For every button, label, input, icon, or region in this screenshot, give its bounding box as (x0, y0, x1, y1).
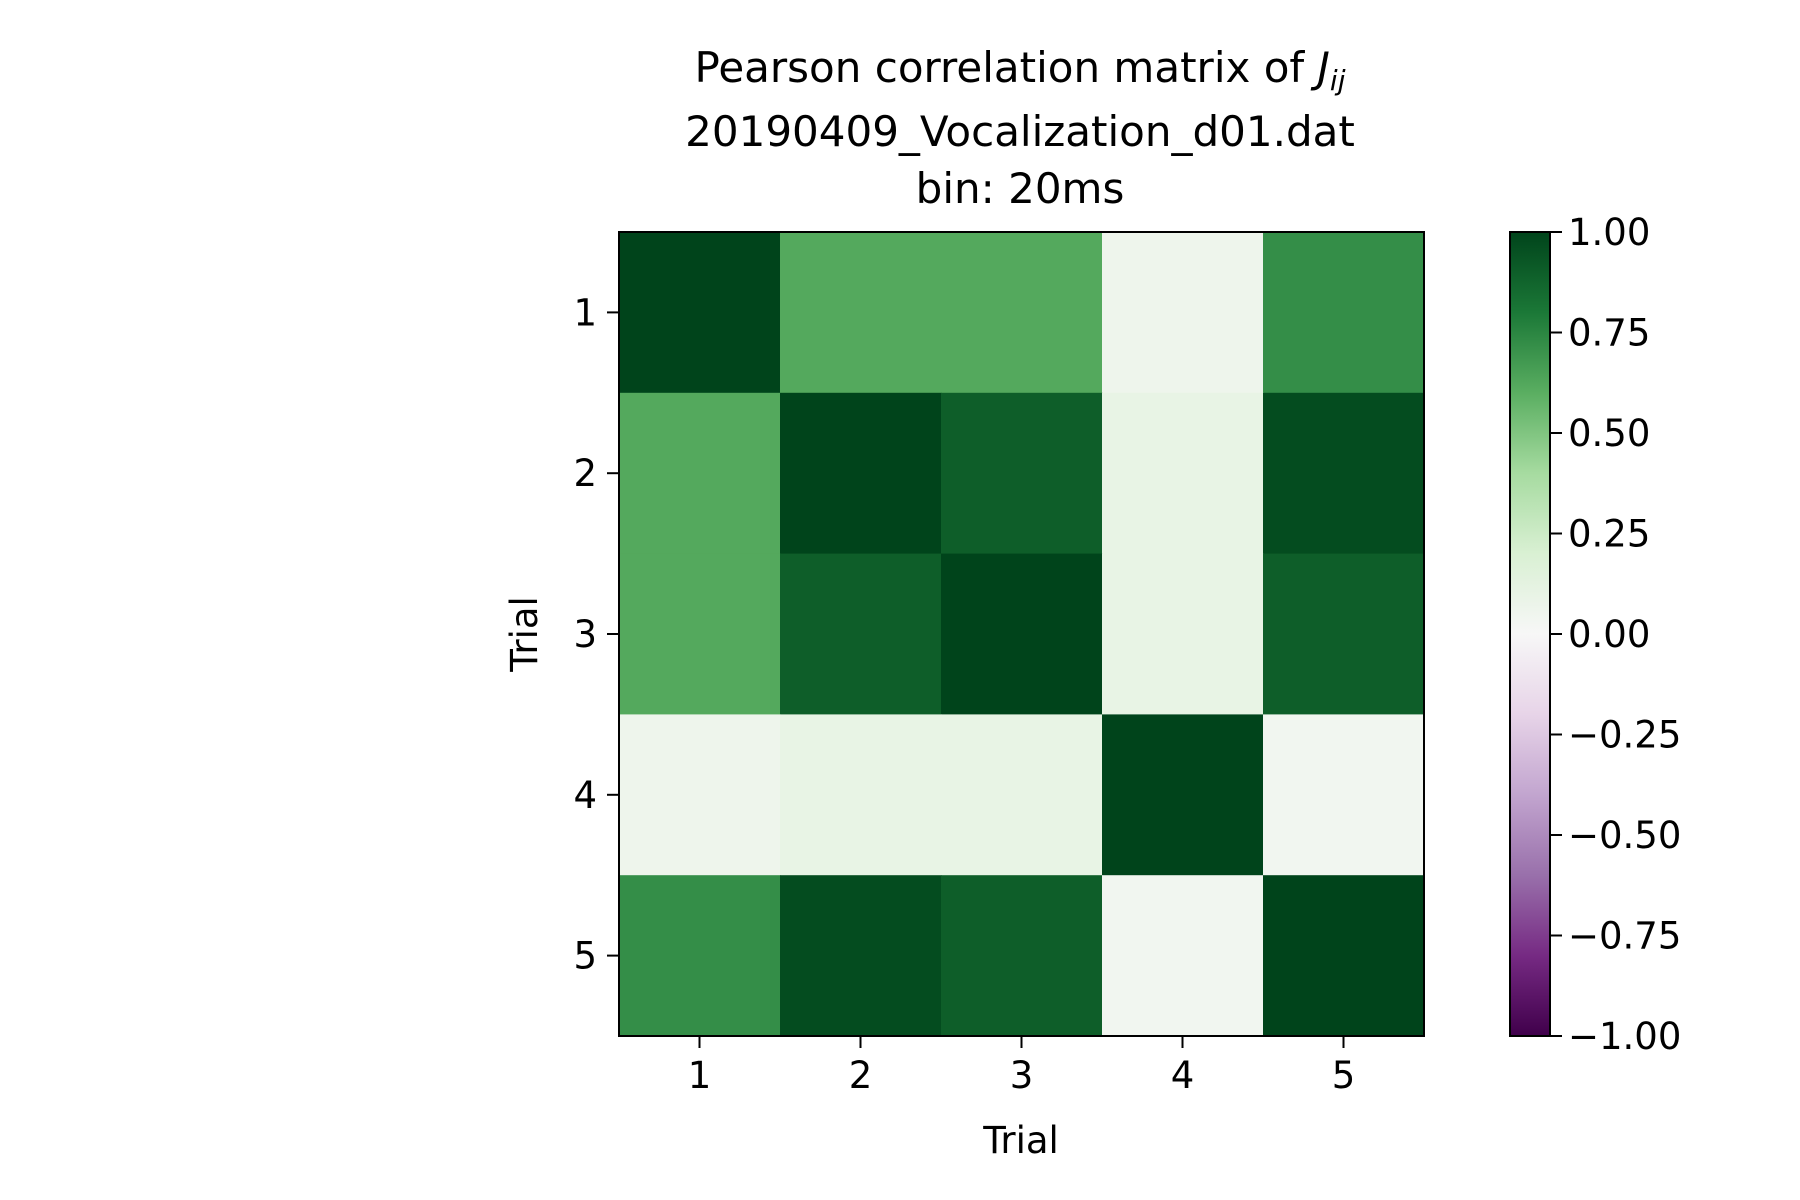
heatmap-cell-r5-c1 (619, 875, 781, 1037)
y-axis-label: Trial (503, 596, 546, 673)
heatmap-cell-r4-c2 (780, 714, 942, 876)
chart-title-text: Pearson correlation matrix of (695, 43, 1318, 92)
heatmap-cell-r5-c5 (1263, 875, 1425, 1037)
chart-title-line-3: bin: 20ms (916, 164, 1125, 213)
heatmap-cell-r5-c4 (1102, 875, 1264, 1037)
colorbar-ticks: 1.00 0.75 0.50 0.25 0.00 −0.25 −0.50 −0.75 −1.00 (1550, 211, 1681, 1058)
heatmap-cell-r1-c4 (1102, 232, 1264, 394)
y-tick-label: 3 (573, 613, 597, 656)
chart-title-math-subscript: ij (1330, 64, 1346, 97)
heatmap-cells (619, 232, 1425, 1037)
heatmap-cell-r2-c4 (1102, 392, 1264, 555)
chart-title-line-2: 20190409_Vocalization_d01.dat (685, 107, 1355, 156)
colorbar-tick-label: 0.25 (1568, 513, 1650, 556)
heatmap-cell-r4-c5 (1263, 714, 1425, 876)
heatmap-cell-r4-c4 (1102, 714, 1264, 876)
colorbar (1510, 232, 1550, 1036)
x-tick-label: 1 (688, 1054, 712, 1097)
heatmap-cell-r4-c1 (619, 714, 781, 876)
x-tick-label: 5 (1332, 1054, 1356, 1097)
colorbar-tick-label: −0.75 (1568, 915, 1681, 958)
chart-title-line-1: Pearson correlation matrix of Jij (695, 43, 1346, 97)
x-tick-label: 4 (1171, 1054, 1195, 1097)
x-tick-label: 2 (849, 1054, 873, 1097)
heatmap-cell-r2-c2 (780, 392, 942, 555)
y-tick-label: 4 (573, 774, 597, 817)
x-tick-label: 3 (1010, 1054, 1034, 1097)
y-axis-ticks: 1 2 3 4 5 (573, 291, 619, 978)
heatmap-cell-r5-c3 (941, 875, 1103, 1037)
colorbar-tick-label: −0.25 (1568, 714, 1681, 757)
x-axis-label: Trial (982, 1119, 1059, 1162)
heatmap-cell-r3-c3 (941, 553, 1103, 715)
heatmap-cell-r1-c1 (619, 232, 781, 394)
heatmap-cell-r3-c5 (1263, 553, 1425, 715)
heatmap-cell-r1-c3 (941, 232, 1103, 394)
colorbar-tick-label: 0.00 (1568, 613, 1650, 656)
heatmap-cell-r1-c2 (780, 232, 942, 394)
chart-title: Pearson correlation matrix of Jij 201904… (685, 43, 1355, 213)
heatmap-cell-r5-c2 (780, 875, 942, 1037)
y-tick-label: 2 (573, 452, 597, 495)
heatmap-cell-r2-c1 (619, 392, 781, 555)
heatmap-cell-r2-c5 (1263, 392, 1425, 555)
colorbar-tick-label: 0.50 (1568, 412, 1650, 455)
colorbar-tick-label: 1.00 (1568, 211, 1650, 254)
colorbar-tick-label: −0.50 (1568, 814, 1681, 857)
heatmap-cell-r4-c3 (941, 714, 1103, 876)
colorbar-tick-label: −1.00 (1568, 1015, 1681, 1058)
heatmap-cell-r2-c3 (941, 392, 1103, 555)
heatmap-cell-r1-c5 (1263, 232, 1425, 394)
heatmap-cell-r3-c2 (780, 553, 942, 715)
heatmap-cell-r3-c1 (619, 553, 781, 715)
heatmap-cell-r3-c4 (1102, 553, 1264, 715)
x-axis-ticks: 1 2 3 4 5 (688, 1036, 1356, 1097)
colorbar-tick-label: 0.75 (1568, 312, 1650, 355)
y-tick-label: 1 (573, 291, 597, 334)
y-tick-label: 5 (573, 935, 597, 978)
